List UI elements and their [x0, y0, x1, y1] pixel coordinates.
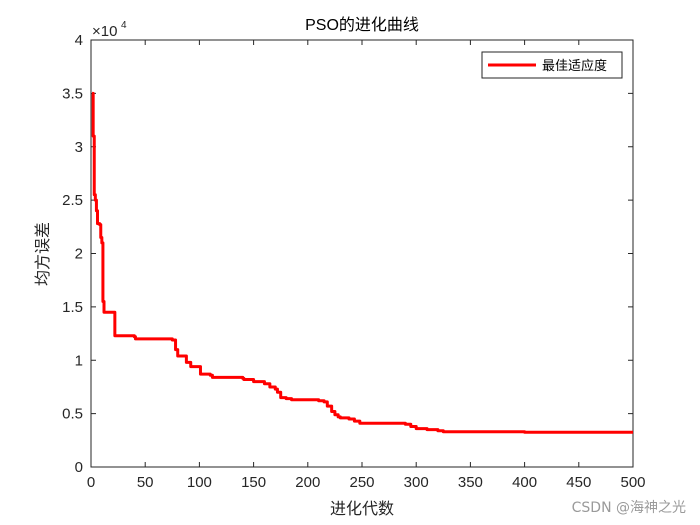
axes-box	[90, 39, 634, 468]
legend-label: 最佳适应度	[542, 58, 607, 74]
x-tick-label: 100	[187, 474, 212, 491]
y-tick-label: 4	[75, 32, 83, 49]
y-tick-label: 2.5	[62, 192, 83, 209]
plot-area	[90, 39, 634, 468]
x-tick-label: 0	[87, 474, 95, 491]
x-tick-label: 400	[512, 474, 537, 491]
x-axis-ticks: 0 50 100 150 200 250 300 350 400 450 500	[87, 40, 646, 491]
x-tick-label: 300	[404, 474, 429, 491]
y-tick-label: 1.5	[62, 299, 83, 316]
watermark: CSDN @海神之光	[571, 500, 686, 516]
y-axis-ticks: 0 0.5 1 1.5 2 2.5 3 3.5 4	[62, 32, 633, 476]
chart-title: PSO的进化曲线	[305, 16, 419, 34]
x-tick-label: 50	[137, 474, 154, 491]
y-tick-label: 1	[75, 352, 83, 369]
series-line-best-fitness	[91, 91, 633, 434]
y-axis-exponent-base: ×10	[92, 23, 117, 40]
legend: 最佳适应度	[481, 51, 623, 79]
y-axis-exponent-power: 4	[121, 20, 127, 31]
y-tick-label: 0.5	[62, 406, 83, 423]
series-layer	[91, 91, 633, 434]
y-tick-label: 0	[75, 459, 83, 476]
x-tick-label: 450	[566, 474, 591, 491]
y-axis-title: 均方误差	[33, 222, 52, 286]
x-tick-label: 150	[241, 474, 266, 491]
x-tick-label: 350	[458, 474, 483, 491]
x-tick-label: 500	[620, 474, 645, 491]
x-tick-label: 200	[295, 474, 320, 491]
x-tick-label: 250	[349, 474, 374, 491]
y-tick-label: 2	[75, 246, 83, 263]
x-axis-title: 进化代数	[330, 499, 394, 518]
y-tick-label: 3	[75, 139, 83, 156]
y-tick-label: 3.5	[62, 85, 83, 102]
